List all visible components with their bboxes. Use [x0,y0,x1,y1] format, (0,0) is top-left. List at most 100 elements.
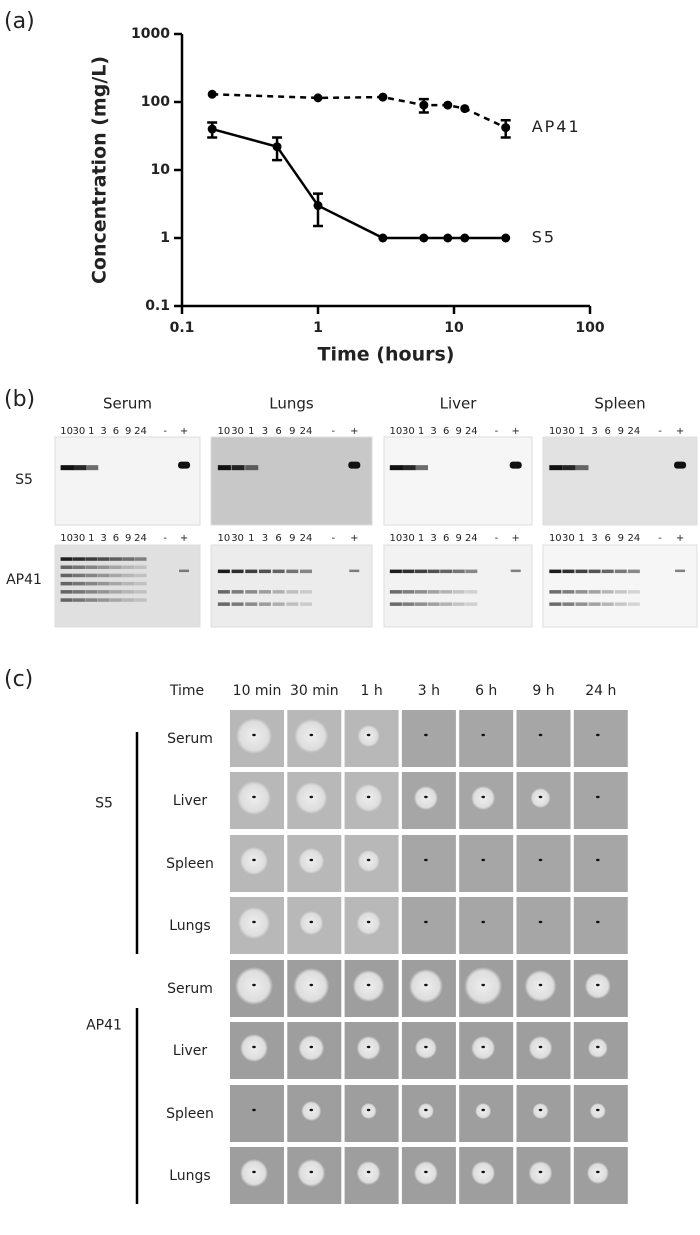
x-tick-label: 100 [575,320,604,336]
blot-bands [389,461,522,471]
data-point [378,233,388,243]
band [588,569,601,574]
blot-bands [549,569,686,606]
disc-dot [596,733,600,737]
band [72,465,86,471]
band [231,590,244,594]
band [575,602,588,606]
plate-image [573,710,628,767]
lane-label: 9 [289,533,295,544]
band [614,569,627,574]
band [122,557,135,561]
plate-image [573,1022,628,1079]
band [60,590,73,594]
band [389,590,402,594]
band [510,569,521,573]
disc-dot [366,1108,371,1112]
x-tick-label: 0.1 [170,320,195,336]
disc-dot [596,858,600,862]
lane-label: 9 [456,426,462,437]
plate-image [573,897,628,954]
lane-label: 6 [604,533,610,544]
disc-dot [252,858,256,862]
plate [230,1085,284,1142]
series-line [211,127,506,240]
disc-dot [366,858,371,862]
band [122,581,135,586]
band [60,557,73,561]
lane-label: + [350,533,358,544]
disc-dot [366,795,371,799]
disc-dot [252,795,256,799]
band [286,569,299,574]
band [217,465,231,471]
lane-label: 10 [60,426,73,437]
disc-dot [538,1045,543,1049]
plate [459,897,514,954]
band [258,590,271,594]
tissue-label: Lungs [169,918,210,934]
lane-label: 30 [402,426,415,437]
blot-image [542,544,698,628]
band [601,569,614,574]
band [627,602,640,606]
plate [516,710,571,767]
lane-label: 24 [300,426,313,437]
data-point [501,123,511,133]
lane-label: + [350,426,358,437]
lane-label: - [332,426,336,437]
lane-label: - [495,533,499,544]
plate-image [516,1085,571,1142]
disc-dot [366,920,371,924]
x-tick-label: 10 [444,320,464,336]
plate [516,897,571,954]
plate-image [459,835,514,892]
band [549,569,562,574]
band [588,602,601,606]
series-label: S5 [532,228,556,247]
disc-dot [596,920,600,924]
band [231,465,245,471]
disc-dot [538,795,543,799]
plate-image [459,1147,514,1204]
disc-dot [252,1108,256,1112]
plate-image [573,1147,628,1204]
data-point [501,233,511,243]
plate-image [401,772,456,829]
band [549,590,562,594]
band [349,569,360,573]
plate-image [573,1085,628,1142]
plate-image [459,772,514,829]
blot-title: Spleen [594,395,645,413]
y-tick-label: 100 [141,94,170,110]
band [562,569,575,574]
blot-bands [60,461,191,471]
band [465,569,478,574]
band [440,590,453,594]
y-tick-label: 1000 [131,26,170,42]
lane-label: 30 [402,533,415,544]
disc-dot [424,983,428,987]
band [601,602,614,606]
band [299,569,312,574]
band [85,598,98,602]
plate [573,710,628,767]
disc-dot [424,1108,428,1112]
band [217,602,230,606]
band [402,569,415,574]
data-point [460,233,470,243]
band [588,590,601,594]
time-label: 1 h [360,683,382,699]
lane-label: 9 [618,533,624,544]
plate-image [287,897,342,954]
data-point [313,201,323,211]
disc-dot [252,1045,256,1049]
band [72,557,85,561]
plate-image [573,835,628,892]
band [440,569,453,574]
band [72,581,85,586]
band [72,598,85,602]
plate-image [401,835,456,892]
band [134,565,147,569]
